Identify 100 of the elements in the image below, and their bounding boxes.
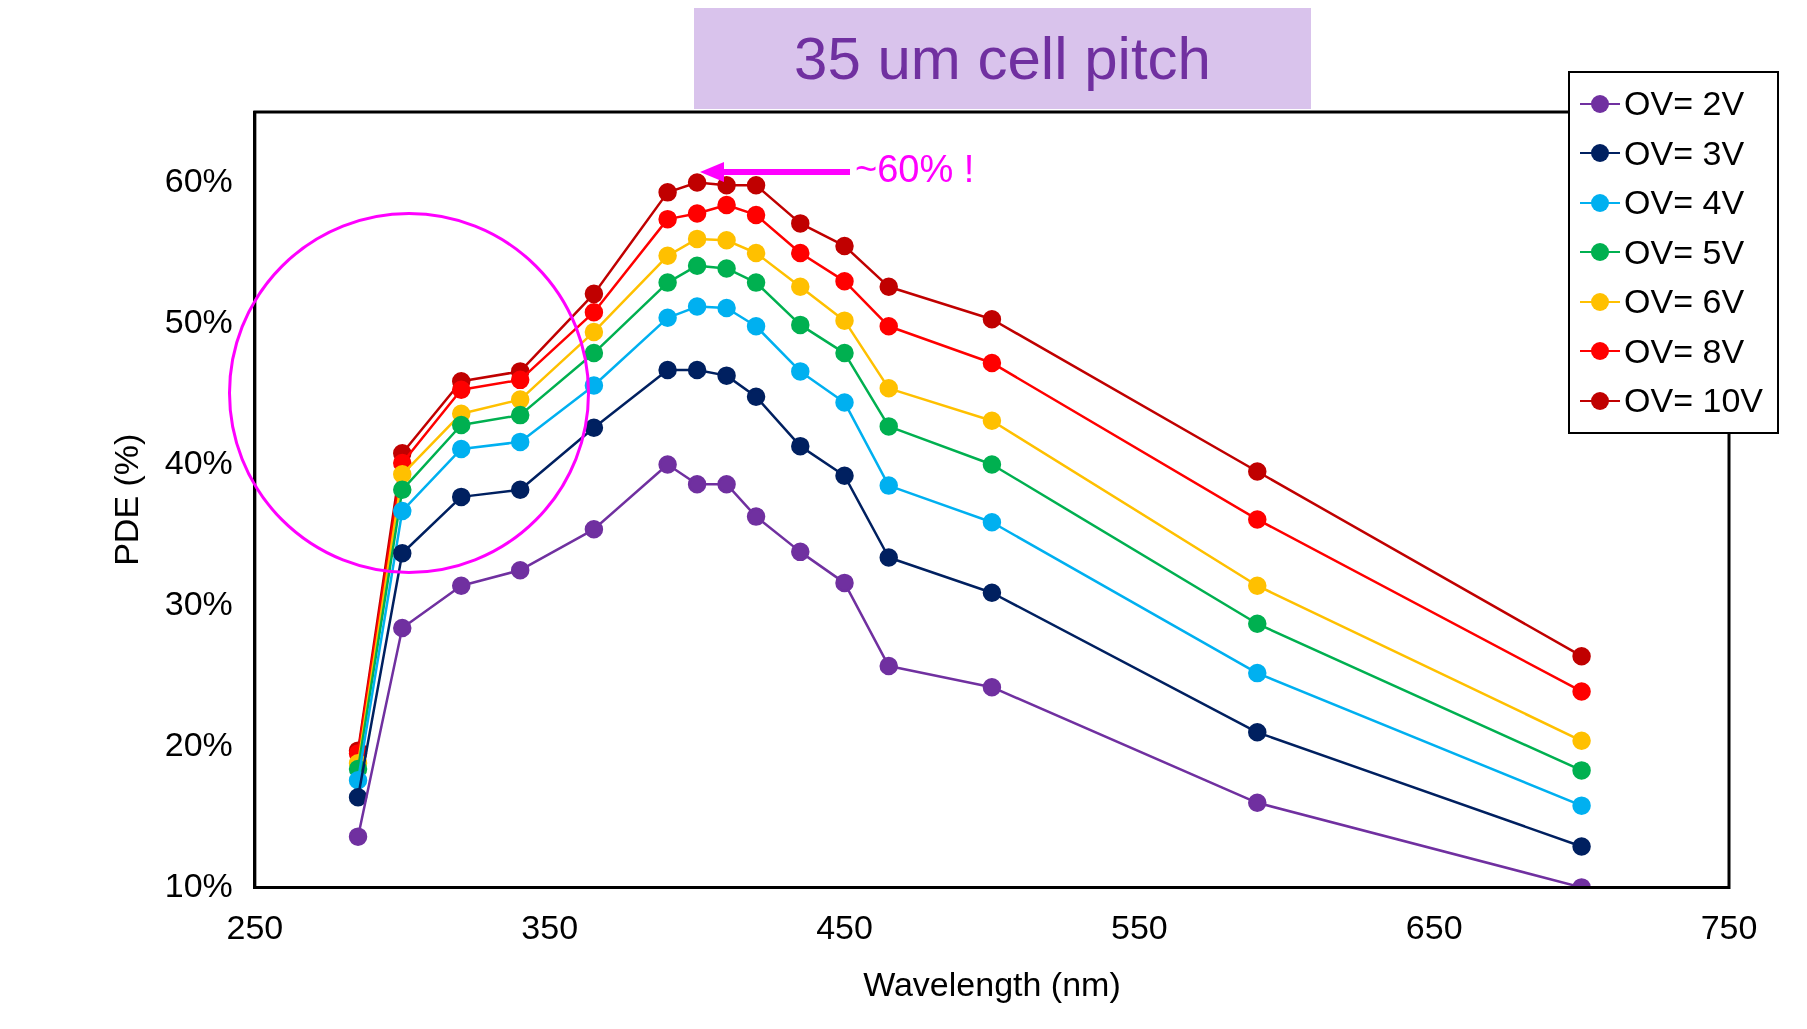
point (348, 827, 368, 846)
point (658, 273, 677, 292)
point (687, 360, 707, 380)
point (746, 387, 766, 407)
point (982, 583, 1002, 602)
point (584, 322, 604, 342)
point (835, 393, 854, 412)
legend-label: OV= 6V (1624, 282, 1745, 322)
point (717, 176, 736, 195)
legend-label: OV= 3V (1624, 133, 1745, 173)
point (451, 415, 471, 435)
point (746, 273, 766, 292)
point (835, 271, 854, 291)
point (717, 259, 736, 278)
point (717, 231, 736, 250)
point (584, 302, 604, 322)
point (1572, 731, 1591, 751)
x-axis-title: Wavelength (nm) (863, 964, 1121, 1003)
point (1248, 793, 1267, 813)
point (879, 548, 898, 567)
point (687, 474, 707, 494)
point (1248, 576, 1267, 595)
point (687, 229, 707, 249)
point (687, 256, 707, 275)
point (687, 173, 707, 192)
point (1248, 614, 1267, 634)
point (791, 436, 810, 456)
point (393, 618, 412, 638)
point (982, 513, 1002, 532)
point (835, 343, 854, 363)
point (717, 298, 736, 318)
point (791, 542, 810, 562)
point (835, 466, 854, 485)
point (791, 277, 810, 297)
point (658, 246, 677, 266)
annotation: ~60% ! (855, 148, 975, 191)
point (510, 370, 530, 390)
point (717, 474, 736, 494)
x-tick-label: 550 (1110, 908, 1168, 947)
point (746, 317, 766, 336)
point (510, 405, 530, 425)
y-tick-label: 30% (164, 583, 233, 622)
point (510, 560, 530, 580)
x-tick-label: 650 (1405, 908, 1463, 947)
point (791, 214, 810, 233)
point (982, 677, 1002, 697)
point (584, 418, 604, 438)
point (1572, 646, 1591, 666)
point (791, 243, 810, 263)
point (584, 284, 604, 304)
point (687, 204, 707, 223)
point (584, 343, 604, 363)
y-tick-label: 20% (164, 724, 233, 763)
x-tick-label: 750 (1700, 908, 1758, 947)
point (746, 243, 766, 263)
legend-label: OV= 4V (1624, 183, 1745, 223)
point (879, 656, 898, 676)
point (879, 317, 898, 336)
point (982, 411, 1002, 430)
point (451, 439, 471, 459)
y-tick-label: 50% (164, 301, 233, 340)
point (982, 353, 1002, 373)
y-tick-label: 10% (164, 865, 233, 904)
point (879, 476, 898, 495)
legend-label: OV= 10V (1624, 381, 1763, 421)
point (879, 417, 898, 436)
x-tick-label: 450 (816, 908, 873, 947)
point (393, 544, 412, 563)
point (393, 480, 412, 500)
point (746, 507, 766, 526)
point (451, 487, 471, 507)
point (1248, 663, 1267, 683)
legend-label: OV= 8V (1624, 331, 1745, 371)
point (658, 308, 677, 328)
legend-label: OV= 5V (1624, 232, 1745, 272)
point (1248, 462, 1267, 481)
point (658, 455, 677, 474)
point (348, 787, 368, 807)
point (1248, 723, 1267, 742)
point (1572, 761, 1591, 780)
point (746, 176, 766, 195)
point (1248, 510, 1267, 529)
point (879, 379, 898, 398)
point (717, 195, 736, 215)
point (982, 309, 1002, 329)
point (1572, 837, 1591, 856)
x-tick-label: 350 (521, 908, 579, 947)
point (510, 432, 530, 452)
point (451, 380, 471, 399)
point (791, 315, 810, 335)
point (835, 573, 854, 593)
point (451, 576, 471, 595)
point (510, 480, 530, 500)
point (393, 465, 412, 484)
point (393, 501, 412, 521)
point (658, 360, 677, 380)
y-tick-label: 40% (164, 442, 233, 481)
x-tick-label: 250 (226, 908, 284, 947)
point (879, 277, 898, 297)
y-axis-title: PDE (%) (106, 433, 145, 566)
